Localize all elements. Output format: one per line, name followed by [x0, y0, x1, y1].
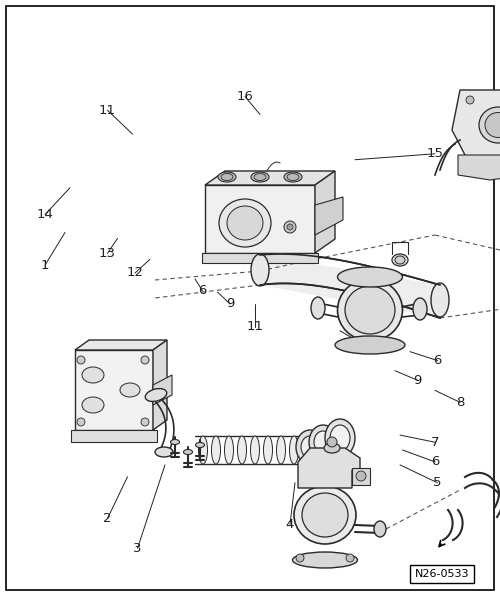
Text: 11: 11	[99, 104, 116, 117]
Polygon shape	[75, 340, 167, 350]
Ellipse shape	[345, 286, 395, 334]
Ellipse shape	[302, 493, 348, 537]
Text: 11: 11	[246, 320, 264, 333]
Polygon shape	[298, 448, 360, 488]
Text: N26-0533: N26-0533	[415, 569, 469, 579]
Polygon shape	[205, 171, 335, 185]
Circle shape	[296, 554, 304, 562]
Ellipse shape	[120, 383, 140, 397]
Ellipse shape	[170, 439, 179, 445]
Ellipse shape	[251, 172, 269, 182]
Ellipse shape	[413, 298, 427, 320]
Ellipse shape	[292, 552, 358, 568]
Polygon shape	[315, 171, 335, 253]
Ellipse shape	[479, 107, 500, 143]
Ellipse shape	[238, 436, 246, 464]
Ellipse shape	[82, 367, 104, 383]
Text: 10: 10	[352, 336, 368, 349]
Circle shape	[287, 224, 293, 230]
Ellipse shape	[338, 267, 402, 287]
Ellipse shape	[330, 425, 350, 451]
Ellipse shape	[146, 389, 167, 402]
Ellipse shape	[219, 199, 271, 247]
Ellipse shape	[212, 436, 220, 464]
Ellipse shape	[301, 436, 319, 458]
Text: 14: 14	[36, 208, 54, 221]
Ellipse shape	[314, 431, 332, 453]
Polygon shape	[452, 90, 500, 175]
Ellipse shape	[224, 436, 234, 464]
Text: 9: 9	[414, 374, 422, 387]
Circle shape	[327, 437, 337, 447]
Ellipse shape	[290, 436, 298, 464]
Ellipse shape	[218, 172, 236, 182]
Ellipse shape	[227, 206, 263, 240]
Polygon shape	[315, 197, 343, 235]
Polygon shape	[153, 375, 172, 405]
Text: 6: 6	[198, 284, 206, 297]
Ellipse shape	[325, 419, 355, 457]
Ellipse shape	[431, 283, 449, 317]
Polygon shape	[202, 253, 318, 263]
Ellipse shape	[335, 336, 405, 354]
Text: 1: 1	[41, 259, 49, 272]
Ellipse shape	[82, 397, 104, 413]
Ellipse shape	[221, 173, 233, 181]
Ellipse shape	[296, 430, 324, 464]
Text: 12: 12	[126, 266, 144, 280]
Ellipse shape	[155, 447, 173, 457]
Text: 2: 2	[104, 512, 112, 525]
Text: 9: 9	[226, 297, 234, 311]
Ellipse shape	[284, 172, 302, 182]
Ellipse shape	[311, 297, 325, 319]
Ellipse shape	[485, 113, 500, 138]
Polygon shape	[260, 255, 440, 318]
Circle shape	[356, 471, 366, 481]
Ellipse shape	[395, 256, 405, 264]
Ellipse shape	[338, 279, 402, 341]
Text: 3: 3	[133, 542, 142, 555]
Ellipse shape	[294, 486, 356, 544]
Text: 8: 8	[456, 396, 464, 409]
Ellipse shape	[374, 521, 386, 537]
Circle shape	[284, 221, 296, 233]
Ellipse shape	[287, 173, 299, 181]
Text: 6: 6	[434, 354, 442, 367]
Circle shape	[77, 356, 85, 364]
Circle shape	[466, 96, 474, 104]
Ellipse shape	[198, 436, 207, 464]
Polygon shape	[75, 350, 153, 430]
Text: 15: 15	[426, 147, 444, 160]
Circle shape	[141, 356, 149, 364]
Ellipse shape	[250, 436, 260, 464]
Polygon shape	[153, 340, 167, 430]
Ellipse shape	[251, 254, 269, 286]
Text: 5: 5	[433, 476, 442, 489]
Ellipse shape	[196, 442, 204, 448]
Text: 7: 7	[431, 436, 440, 449]
Circle shape	[346, 554, 354, 562]
Text: 4: 4	[286, 518, 294, 531]
Text: 16: 16	[236, 90, 254, 103]
Ellipse shape	[276, 436, 285, 464]
Polygon shape	[205, 185, 315, 253]
Text: 13: 13	[99, 247, 116, 260]
Ellipse shape	[309, 425, 337, 459]
Ellipse shape	[264, 436, 272, 464]
Polygon shape	[71, 430, 157, 442]
Polygon shape	[458, 155, 500, 180]
Ellipse shape	[184, 449, 192, 455]
Ellipse shape	[324, 443, 340, 453]
Polygon shape	[352, 468, 370, 485]
Ellipse shape	[392, 254, 408, 266]
Circle shape	[141, 418, 149, 426]
Text: 6: 6	[431, 455, 439, 468]
Ellipse shape	[302, 436, 312, 464]
Circle shape	[77, 418, 85, 426]
Ellipse shape	[254, 173, 266, 181]
